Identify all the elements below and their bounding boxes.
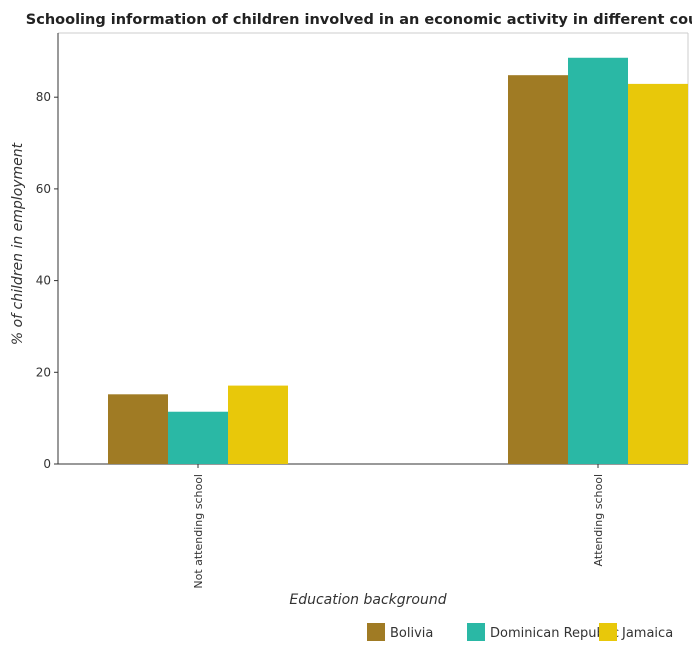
legend-label: Bolivia [390,626,433,641]
bar [508,75,568,464]
bar [108,394,168,464]
bar [628,83,688,464]
legend: Bolivia Dominican Republic Jamaica [367,623,673,641]
y-axis-label: % of children in employment [10,142,26,345]
x-tick-label: Not attending school [192,474,205,589]
bar [168,411,228,464]
x-tick-label: Attending school [592,474,605,566]
legend-swatch [467,623,485,641]
bar [228,385,288,464]
plot-area: 0 20 40 60 80 Not attending school Attending s… [36,32,689,589]
y-tick-label: 60 [36,182,51,196]
x-axis-label: Education background [289,592,446,608]
y-tick-label: 20 [36,365,51,379]
legend-label: Jamaica [621,626,673,641]
legend-swatch [599,623,617,641]
legend-label: Dominican Republic [490,626,619,641]
bar [568,57,628,464]
legend-swatch [367,623,385,641]
y-tick-label: 0 [43,457,51,471]
y-tick-label: 80 [36,90,51,104]
chart-title: Schooling information of children involv… [26,12,692,28]
y-tick-label: 40 [36,274,51,288]
